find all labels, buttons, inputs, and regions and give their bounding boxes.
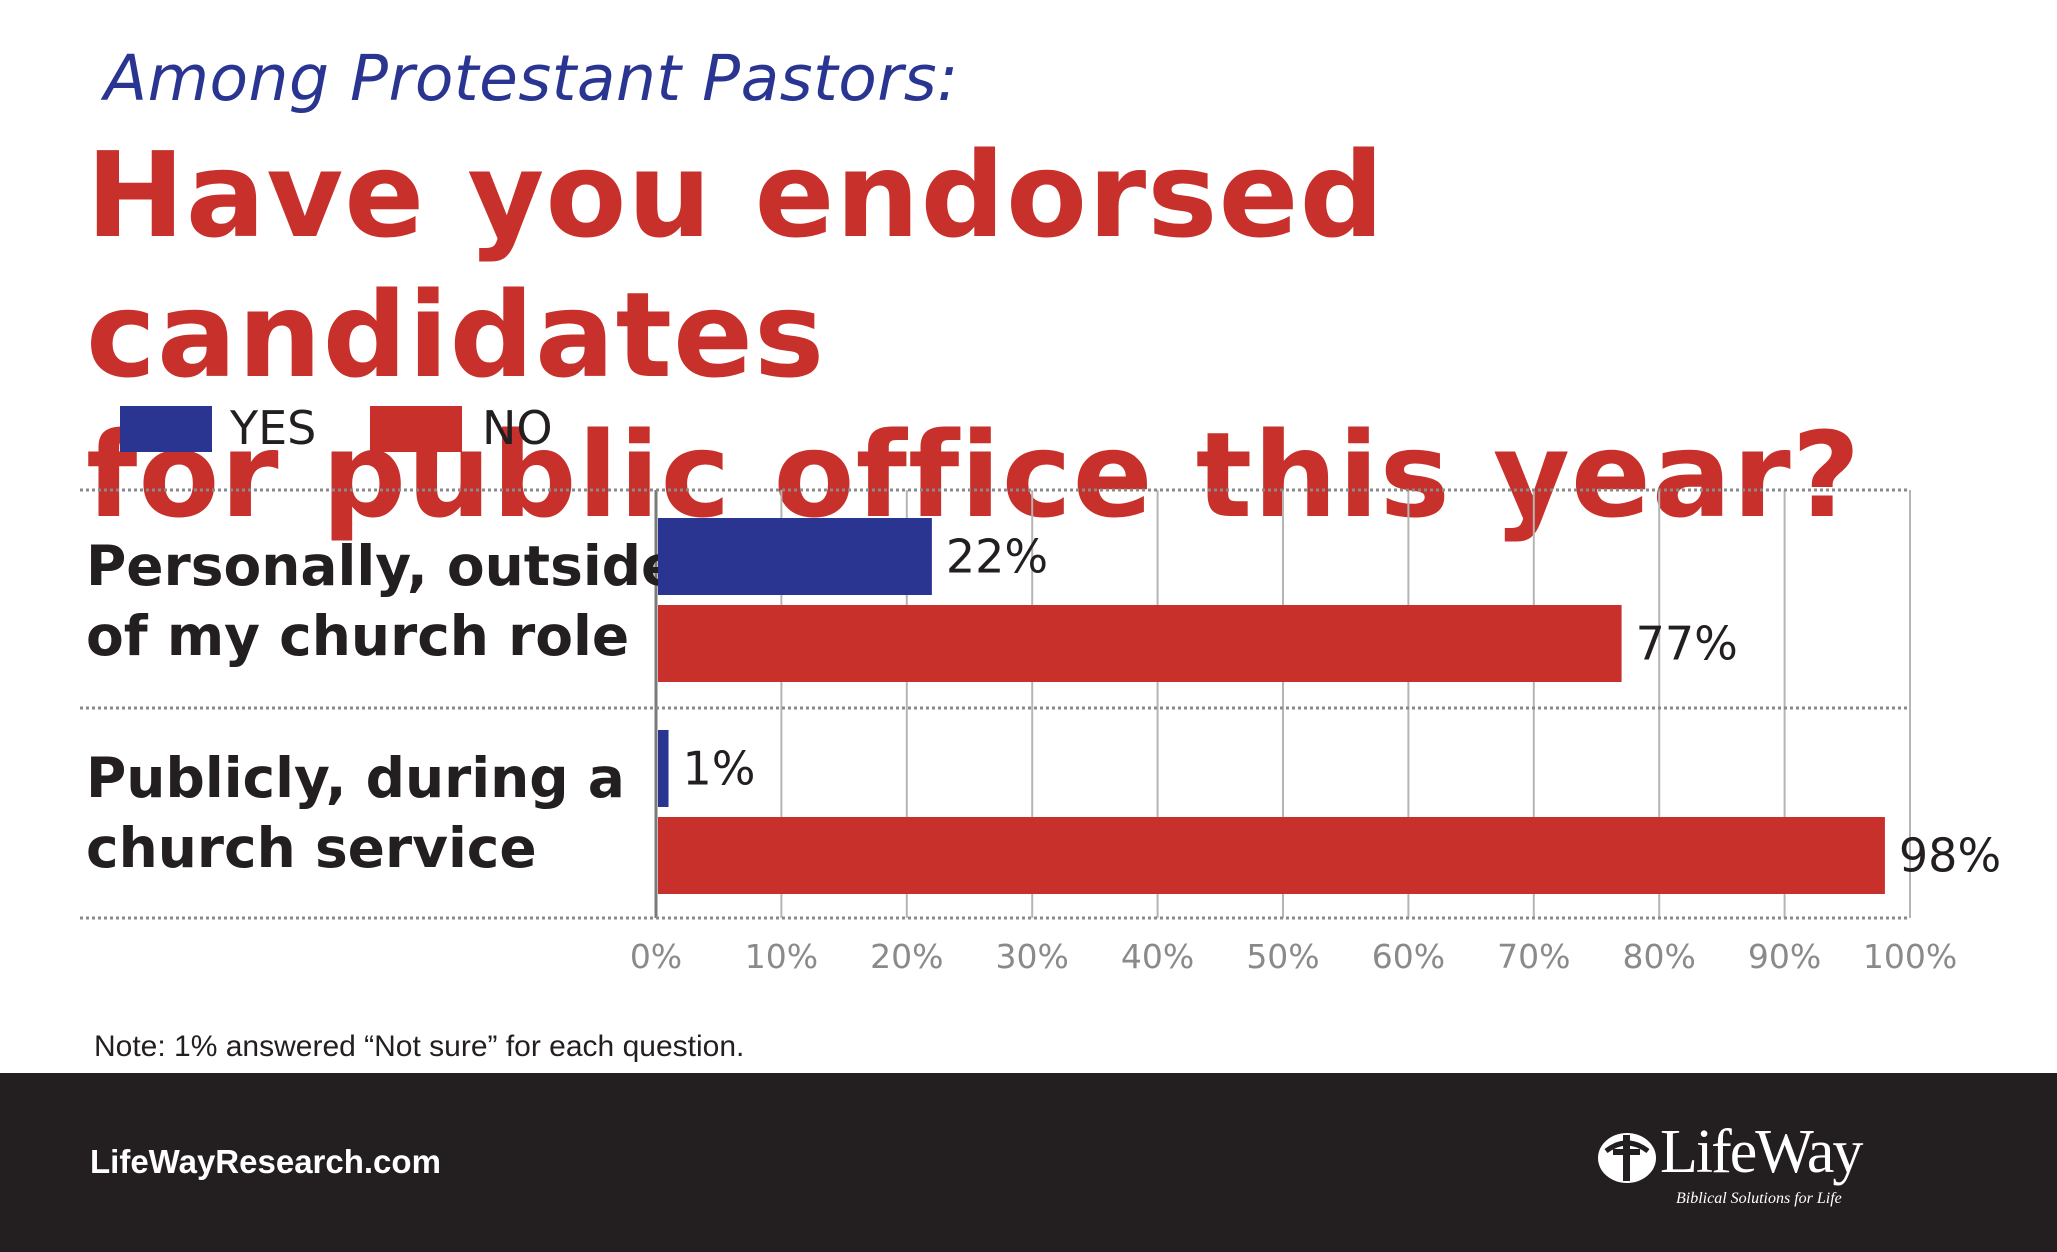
value-label-yes-0: 22%: [946, 530, 1048, 584]
bar-chart: 0% 10% 20% 30% 40% 50% 60% 70% 80% 90% 100% Persona…: [80, 488, 2001, 976]
legend-swatch-yes: [120, 406, 212, 452]
value-label-no-1: 98%: [1899, 829, 2001, 883]
chart-title: Have you endorsed candidates for public …: [86, 125, 1986, 545]
category-label-0-1: of my church role: [86, 604, 629, 668]
bar-yes-0: [658, 518, 932, 595]
bar-no-0: [658, 605, 1622, 682]
tick-label-2: 20%: [870, 937, 943, 976]
tick-label-9: 90%: [1748, 937, 1821, 976]
lifeway-logo-icon: [1598, 1133, 1656, 1183]
value-label-yes-1: 1%: [683, 742, 756, 796]
tick-label-5: 50%: [1246, 937, 1319, 976]
bar-no-1: [658, 817, 1885, 894]
website-link[interactable]: LifeWayResearch.com: [90, 1143, 441, 1180]
chart-subtitle: Among Protestant Pastors:: [104, 42, 959, 115]
logo-name: LifeWay: [1660, 1118, 1863, 1186]
tick-label-0: 0%: [630, 937, 682, 976]
category-label-1-0: Publicly, during a: [86, 746, 625, 810]
tick-label-10: 100%: [1863, 937, 1957, 976]
footer: LifeWayResearch.com LifeWay Biblical Sol…: [0, 1073, 2057, 1252]
tick-label-6: 60%: [1372, 937, 1445, 976]
title-line-1: Have you endorsed candidates: [86, 126, 1385, 404]
legend-label-yes: YES: [230, 401, 317, 455]
footnote: Note: 1% answered “Not sure” for each qu…: [94, 1030, 745, 1063]
tick-label-8: 80%: [1623, 937, 1696, 976]
bar-yes-1: [658, 730, 669, 807]
lifeway-logo: LifeWay Biblical Solutions for Life: [1596, 1117, 1896, 1207]
tick-label-4: 40%: [1121, 937, 1194, 976]
tick-label-7: 70%: [1497, 937, 1570, 976]
legend-swatch-no: [370, 406, 462, 452]
legend-label-no: NO: [482, 401, 553, 455]
category-label-1-1: church service: [86, 816, 537, 880]
tick-label-3: 30%: [996, 937, 1069, 976]
value-label-no-0: 77%: [1636, 617, 1738, 671]
category-label-0-0: Personally, outside: [86, 534, 678, 598]
tick-label-1: 10%: [745, 937, 818, 976]
logo-tagline: Biblical Solutions for Life: [1676, 1190, 1842, 1207]
